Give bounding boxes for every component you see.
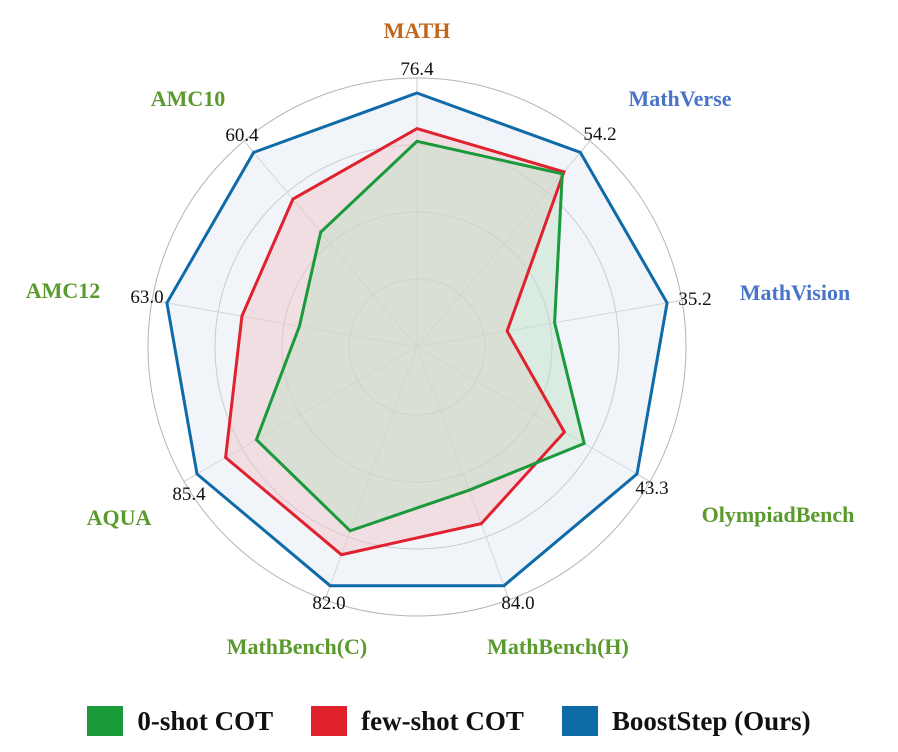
- legend-item-0-shot-cot: 0-shot COT: [87, 706, 273, 737]
- series-line-booststep-ours: [165, 91, 669, 588]
- axis-max-label-mathverse: 54.2: [583, 124, 616, 145]
- legend-item-booststep: BoostStep (Ours): [561, 705, 811, 737]
- legend-label-few-shot-cot: few-shot COT: [361, 705, 524, 736]
- legend-item-few-shot-cot: few-shot COT: [311, 706, 524, 737]
- series-area-booststep-ours: [166, 93, 668, 586]
- axis-spoke-8: [243, 139, 418, 348]
- axis-max-label-aqua: 85.4: [172, 484, 206, 505]
- axis-label-olympiadbench: OlympiadBench: [702, 502, 855, 527]
- axis-label-aqua: AQUA: [87, 505, 152, 530]
- axis-label-mathbench-h: MathBench(H): [487, 634, 629, 659]
- radar-chart: 76.4 MATH 54.2 MathVerse 35.2 MathVision 43.3 O…: [26, 18, 855, 659]
- series-area-0-shot-cot: [256, 141, 585, 531]
- axis-spoke-2: [416, 299, 683, 348]
- axis-spoke-6: [182, 346, 418, 483]
- axis-max-label-olympiadbench: 43.3: [635, 478, 668, 499]
- axis-label-mathvision: MathVision: [740, 280, 850, 305]
- legend-swatch-booststep: [561, 706, 598, 736]
- axis-label-mathbench-c: MathBench(C): [227, 634, 368, 659]
- series-line-few-shot-cot: [224, 126, 567, 557]
- axis-spoke-3: [416, 346, 652, 483]
- legend-swatch-0-shot-cot: [87, 706, 124, 736]
- axis-spoke-5: [324, 346, 418, 601]
- axis-max-label-amc12: 63.0: [130, 287, 163, 308]
- axis-label-mathverse: MathVerse: [628, 86, 731, 111]
- axis-max-label-mathbench-c: 82.0: [312, 593, 345, 614]
- series-area-few-shot-cot: [225, 128, 565, 555]
- axis-spoke-4: [416, 346, 510, 601]
- axis-label-math: MATH: [384, 18, 451, 43]
- axis-spoke-7: [151, 299, 418, 348]
- legend: 0-shot COT few-shot COT BoostStep (Ours): [0, 690, 898, 752]
- axis-max-label-amc10: 60.4: [225, 125, 259, 146]
- axis-max-label-math: 76.4: [400, 59, 434, 80]
- legend-label-0-shot-cot: 0-shot COT: [137, 705, 274, 736]
- axis-max-label-mathvision: 35.2: [678, 289, 711, 310]
- axis-label-amc12: AMC12: [26, 278, 101, 303]
- legend-swatch-few-shot-cot: [311, 706, 348, 736]
- axis-label-amc10: AMC10: [151, 86, 226, 111]
- series-line-0-shot-cot: [254, 139, 586, 533]
- legend-label-booststep: BoostStep (Ours): [611, 705, 811, 736]
- axis-max-label-mathbench-h: 84.0: [501, 593, 534, 614]
